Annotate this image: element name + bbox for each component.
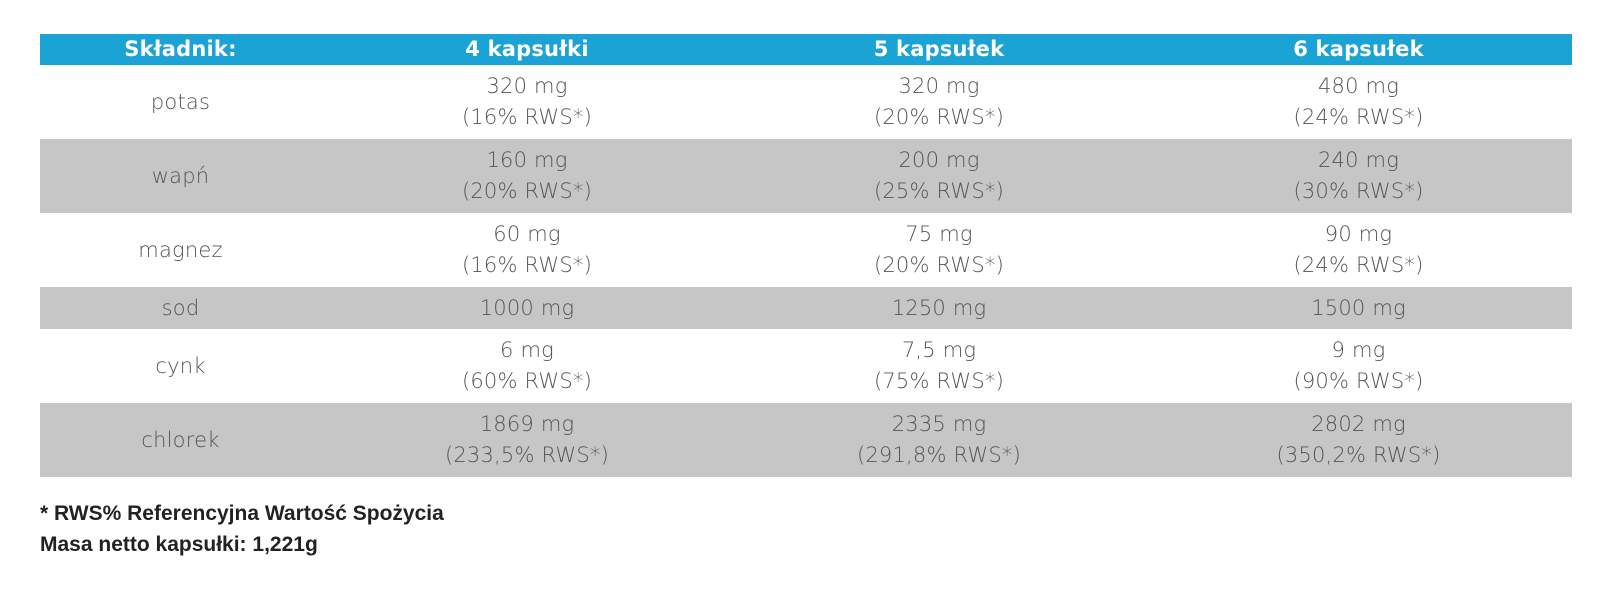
ingredient-name: magnez (138, 237, 223, 262)
value-cell-6: 90 mg (24% RWS*) (1145, 213, 1572, 287)
header-6-capsules: 6 kapsułek (1293, 37, 1424, 61)
rws-percent: (20% RWS*) (873, 253, 1005, 277)
rws-percent: (350,2% RWS*) (1276, 443, 1441, 467)
rws-percent: (75% RWS*) (873, 369, 1005, 393)
amount: 320 mg (486, 74, 568, 98)
table-row: chlorek 1869 mg (233,5% RWS*) 2335 mg (2… (40, 403, 1572, 477)
rws-footnote: * RWS% Referencyjna Wartość Spożycia (40, 502, 444, 525)
amount: 200 mg (898, 148, 980, 172)
ingredient-name: sod (161, 295, 200, 320)
value-cell-5: 1250 mg (733, 287, 1145, 329)
table-row: wapń 160 mg (20% RWS*) 200 mg (25% RWS*)… (40, 139, 1572, 213)
rws-percent: (20% RWS*) (461, 179, 593, 203)
ingredient-name: chlorek (141, 427, 220, 452)
amount: 480 mg (1317, 74, 1400, 98)
rws-percent: (60% RWS*) (461, 369, 593, 393)
amount: 160 mg (486, 148, 568, 172)
header-5-capsules: 5 kapsułek (873, 37, 1005, 61)
table-row: magnez 60 mg (16% RWS*) 75 mg (20% RWS*)… (40, 213, 1572, 287)
value-cell-4: 1000 mg (321, 287, 733, 329)
amount: 6 mg (500, 338, 554, 362)
ingredient-name: potas (150, 89, 211, 114)
amount: 1000 mg (479, 295, 575, 320)
value-cell-4: 1869 mg (233,5% RWS*) (321, 403, 733, 477)
rws-percent: (16% RWS*) (461, 105, 593, 129)
ingredient-name: wapń (151, 163, 210, 188)
rws-percent: (20% RWS*) (873, 105, 1005, 129)
amount: 75 mg (905, 222, 973, 246)
amount: 240 mg (1317, 148, 1400, 172)
header-4-capsules: 4 kapsułki (465, 37, 589, 61)
value-cell-5: 2335 mg (291,8% RWS*) (733, 403, 1145, 477)
footnotes: * RWS% Referencyjna Wartość Spożycia Mas… (40, 498, 444, 560)
amount: 2335 mg (891, 412, 987, 436)
rws-percent: (291,8% RWS*) (856, 443, 1022, 467)
table-row: cynk 6 mg (60% RWS*) 7,5 mg (75% RWS*) 9… (40, 329, 1572, 403)
value-cell-6: 1500 mg (1145, 287, 1572, 329)
value-cell-5: 320 mg (20% RWS*) (733, 65, 1145, 139)
value-cell-5: 75 mg (20% RWS*) (733, 213, 1145, 287)
value-cell-6: 480 mg (24% RWS*) (1145, 65, 1572, 139)
table-header: Składnik: 4 kapsułki 5 kapsułek 6 kapsuł… (40, 34, 1572, 65)
table-row: sod 1000 mg 1250 mg 1500 mg (40, 287, 1572, 329)
amount: 320 mg (898, 74, 980, 98)
amount: 7,5 mg (901, 338, 977, 362)
value-cell-5: 200 mg (25% RWS*) (733, 139, 1145, 213)
rws-percent: (25% RWS*) (873, 179, 1005, 203)
value-cell-6: 240 mg (30% RWS*) (1145, 139, 1572, 213)
value-cell-4: 160 mg (20% RWS*) (321, 139, 733, 213)
nutrition-table: Składnik: 4 kapsułki 5 kapsułek 6 kapsuł… (40, 34, 1572, 477)
rws-percent: (30% RWS*) (1293, 179, 1424, 203)
amount: 9 mg (1331, 338, 1386, 362)
value-cell-4: 6 mg (60% RWS*) (321, 329, 733, 403)
rws-percent: (16% RWS*) (461, 253, 593, 277)
net-mass-note: Masa netto kapsułki: 1,221g (40, 533, 318, 556)
rws-percent: (24% RWS*) (1293, 105, 1424, 129)
rws-percent: (90% RWS*) (1293, 369, 1424, 393)
amount: 1500 mg (1311, 295, 1406, 320)
rws-percent: (24% RWS*) (1293, 253, 1424, 277)
rws-percent: (233,5% RWS*) (444, 443, 610, 467)
amount: 60 mg (493, 222, 561, 246)
amount: 2802 mg (1311, 412, 1406, 436)
amount: 1250 mg (891, 295, 987, 320)
amount: 90 mg (1324, 222, 1393, 246)
value-cell-6: 2802 mg (350,2% RWS*) (1145, 403, 1572, 477)
value-cell-4: 60 mg (16% RWS*) (321, 213, 733, 287)
ingredient-name: cynk (155, 353, 206, 378)
amount: 1869 mg (479, 412, 575, 436)
value-cell-6: 9 mg (90% RWS*) (1145, 329, 1572, 403)
table-row: potas 320 mg (16% RWS*) 320 mg (20% RWS*… (40, 65, 1572, 139)
value-cell-5: 7,5 mg (75% RWS*) (733, 329, 1145, 403)
header-ingredient: Składnik: (124, 37, 237, 61)
value-cell-4: 320 mg (16% RWS*) (321, 65, 733, 139)
